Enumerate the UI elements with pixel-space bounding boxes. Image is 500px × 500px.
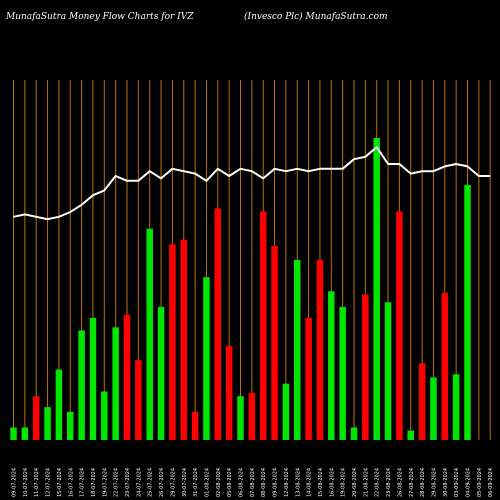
x-tick-label: 04-09-2024 <box>466 468 472 497</box>
money-flow-bar <box>32 396 40 440</box>
money-flow-bar <box>362 294 369 440</box>
money-flow-bar <box>248 393 256 440</box>
x-tick-label: 02-08-2024 <box>216 468 222 497</box>
money-flow-bar <box>305 317 312 440</box>
x-tick-label: 12-07-2024 <box>46 468 52 497</box>
x-tick-label: 06-09-2024 <box>488 468 494 497</box>
money-flow-bar <box>418 363 426 440</box>
x-tick-label: 24-07-2024 <box>136 468 142 497</box>
x-tick-label: 07-08-2024 <box>250 468 256 497</box>
x-tick-label: 15-08-2024 <box>318 468 324 497</box>
x-tick-label: 05-08-2024 <box>227 468 233 497</box>
x-tick-label: 11-07-2024 <box>34 468 40 497</box>
x-tick-label: 06-08-2024 <box>239 468 245 497</box>
x-tick-label: 26-08-2024 <box>397 468 403 497</box>
money-flow-bar <box>237 396 244 440</box>
money-flow-bar <box>373 137 380 441</box>
company-title: (Invesco Plc) MunafaSutra.com <box>244 12 388 22</box>
money-flow-bar <box>282 383 290 440</box>
money-flow-bar <box>407 430 414 440</box>
money-flow-bar <box>44 407 51 440</box>
money-flow-bar <box>430 377 437 440</box>
x-tick-label: 23-07-2024 <box>125 468 131 497</box>
money-flow-bar <box>169 244 176 440</box>
x-tick-label: 30-07-2024 <box>182 468 188 497</box>
money-flow-bar <box>180 239 187 440</box>
x-tick-label: 22-08-2024 <box>375 468 381 497</box>
money-flow-bar <box>316 260 324 440</box>
x-tick-label: 25-07-2024 <box>148 468 154 497</box>
money-flow-bar <box>123 314 131 440</box>
x-tick-label: 10-07-2024 <box>23 468 29 497</box>
money-flow-bar <box>203 277 210 440</box>
x-tick-label: 31-07-2024 <box>193 468 199 497</box>
money-flow-bar <box>157 306 165 440</box>
x-tick-label: 15-07-2024 <box>57 468 63 497</box>
money-flow-bar <box>135 360 142 440</box>
x-tick-label: 05-09-2024 <box>477 468 483 497</box>
money-flow-bar <box>55 369 63 440</box>
x-tick-label: 19-07-2024 <box>102 468 108 497</box>
x-tick-label: 23-08-2024 <box>386 468 392 497</box>
money-flow-bar <box>328 291 335 440</box>
money-flow-bar <box>112 327 119 440</box>
money-flow-bar <box>396 211 403 440</box>
x-tick-label: 27-08-2024 <box>409 468 415 497</box>
money-flow-bar <box>294 260 301 440</box>
x-tick-label: 12-08-2024 <box>284 468 290 497</box>
money-flow-bar <box>191 411 199 440</box>
x-tick-label: 17-07-2024 <box>80 468 86 497</box>
x-tick-label: 08-08-2024 <box>261 468 267 497</box>
x-tick-label: 20-08-2024 <box>352 468 358 497</box>
money-flow-bar <box>271 245 278 440</box>
money-flow-bar <box>452 374 460 440</box>
money-flow-bar <box>384 302 392 440</box>
x-tick-label: 09-07-2024 <box>12 468 18 497</box>
chart-title: MunafaSutra Money Flow Charts for IVZ <box>6 12 194 22</box>
x-tick-label: 29-07-2024 <box>170 468 176 497</box>
x-tick-label: 28-08-2024 <box>420 468 426 497</box>
money-flow-bar <box>146 228 153 440</box>
x-tick-label: 22-07-2024 <box>114 468 120 497</box>
money-flow-bar <box>21 427 29 440</box>
x-tick-label: 14-08-2024 <box>307 468 313 497</box>
x-tick-label: 03-09-2024 <box>454 468 460 497</box>
x-tick-label: 18-07-2024 <box>91 468 97 497</box>
money-flow-bar <box>339 306 346 440</box>
money-flow-bar <box>350 427 358 440</box>
x-tick-label: 01-08-2024 <box>204 468 210 497</box>
x-tick-label: 26-07-2024 <box>159 468 165 497</box>
money-flow-bar <box>214 208 222 440</box>
money-flow-bar <box>89 317 97 440</box>
money-flow-bar <box>464 184 471 440</box>
money-flow-bar <box>101 391 108 440</box>
price-line <box>13 146 491 221</box>
money-flow-bar <box>78 330 85 440</box>
money-flow-bar <box>259 211 267 440</box>
x-tick-label: 30-08-2024 <box>443 468 449 497</box>
x-tick-label: 29-08-2024 <box>431 468 437 497</box>
money-flow-bar <box>67 411 74 440</box>
x-tick-label: 21-08-2024 <box>363 468 369 497</box>
x-tick-label: 19-08-2024 <box>341 468 347 497</box>
money-flow-bar <box>441 292 449 440</box>
x-tick-label: 13-08-2024 <box>295 468 301 497</box>
money-flow-bar <box>10 427 17 440</box>
x-tick-label: 16-07-2024 <box>68 468 74 497</box>
x-tick-label: 09-08-2024 <box>273 468 279 497</box>
money-flow-bar <box>225 346 233 440</box>
x-tick-label: 16-08-2024 <box>329 468 335 497</box>
